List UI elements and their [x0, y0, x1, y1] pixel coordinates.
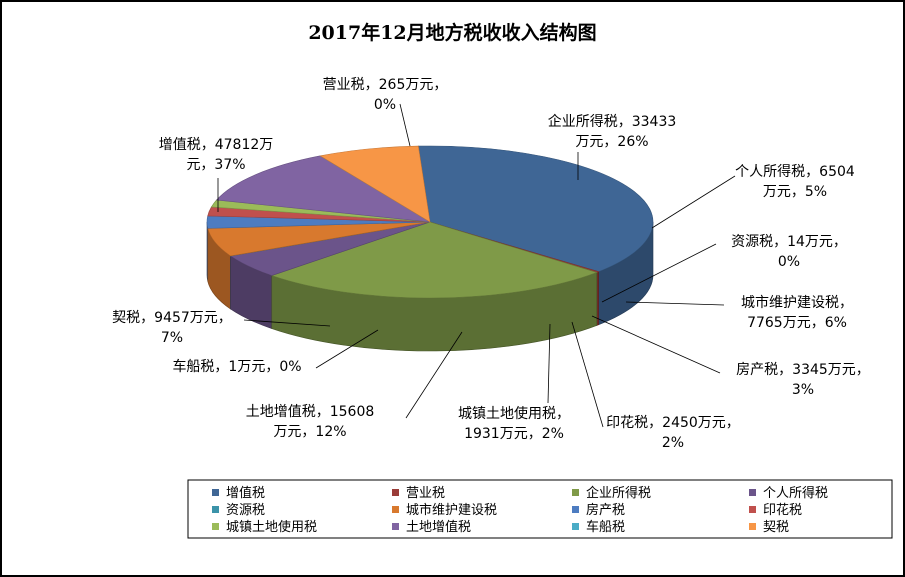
legend-entry-城镇土地使用税: 城镇土地使用税	[226, 519, 317, 535]
pie-slice-土地增值税	[215, 155, 431, 223]
legend-entry-印花税: 印花税	[763, 502, 802, 518]
legend-box	[187, 479, 893, 539]
legend-swatch-房产税	[572, 506, 579, 513]
data-label-增值税: 增值税，47812万元，37%	[159, 137, 274, 173]
leader-line-土地增值税	[405, 331, 463, 419]
legend-entry-增值税: 增值税	[226, 485, 265, 501]
legend-swatch-印花税	[749, 506, 756, 513]
legend-entry-土地增值税: 土地增值税	[406, 519, 471, 535]
data-label-营业税: 营业税，265万元， 0%	[323, 77, 448, 113]
leader-line-车船税	[315, 329, 379, 369]
data-label-个人所得税: 个人所得税，6504 万元，5%	[735, 163, 855, 200]
data-label-印花税: 印花税，2450万元， 2%	[606, 415, 740, 451]
legend-entry-资源税: 资源税	[226, 503, 265, 518]
pie-slice-契税	[319, 145, 431, 223]
legend-swatch-企业所得税	[572, 489, 579, 496]
data-label-城镇土地使用税: 城镇土地使用税， 1931万元，2%	[458, 405, 570, 442]
legend-swatch-个人所得税	[749, 489, 756, 496]
chart-title: 2017年12月地方税收收入结构图	[308, 22, 597, 44]
legend-swatch-营业税	[392, 489, 399, 496]
data-label-城市维护建设税: 城市维护建设税， 7765万元，6%	[741, 294, 853, 331]
data-label-企业所得税: 企业所得税，33433 万元，26%	[548, 113, 677, 150]
legend-swatch-土地增值税	[392, 523, 399, 530]
legend-swatch-城镇土地使用税	[212, 523, 219, 530]
leader-line-房产税	[591, 315, 721, 374]
legend-swatch-车船税	[572, 523, 579, 530]
leader-line-印花税	[571, 321, 604, 428]
leader-line-契税	[243, 319, 331, 327]
legend-entry-营业税: 营业税	[406, 486, 445, 501]
leader-line-资源税	[601, 243, 717, 303]
legend-swatch-增值税	[212, 489, 219, 496]
legend-entry-房产税: 房产税	[586, 502, 625, 518]
leader-line-城镇土地使用税	[547, 323, 551, 404]
leader-line-个人所得税	[651, 175, 736, 229]
legend-entry-企业所得税: 企业所得税	[586, 485, 651, 501]
leader-line-城市维护建设税	[625, 301, 725, 306]
legend-entry-个人所得税: 个人所得税	[763, 485, 828, 501]
data-label-契税: 契税，9457万元， 7%	[112, 310, 232, 346]
data-label-土地增值税: 土地增值税，15608 万元，12%	[246, 404, 375, 440]
legend-swatch-城市维护建设税	[392, 506, 399, 513]
legend-entry-车船税: 车船税	[586, 519, 625, 535]
pie-slice-企业所得税	[270, 221, 598, 299]
data-label-资源税: 资源税，14万元， 0%	[731, 234, 847, 270]
legend-swatch-资源税	[212, 506, 219, 513]
legend-entry-契税: 契税	[763, 520, 789, 535]
data-label-房产税: 房产税，3345万元， 3%	[736, 362, 870, 398]
legend-swatch-契税	[749, 523, 756, 530]
leader-line-营业税	[399, 103, 411, 147]
data-label-车船税: 车船税，1万元，0%	[172, 358, 301, 375]
pie-slice-增值税	[417, 145, 654, 273]
legend-entry-城市维护建设税: 城市维护建设税	[406, 502, 497, 518]
